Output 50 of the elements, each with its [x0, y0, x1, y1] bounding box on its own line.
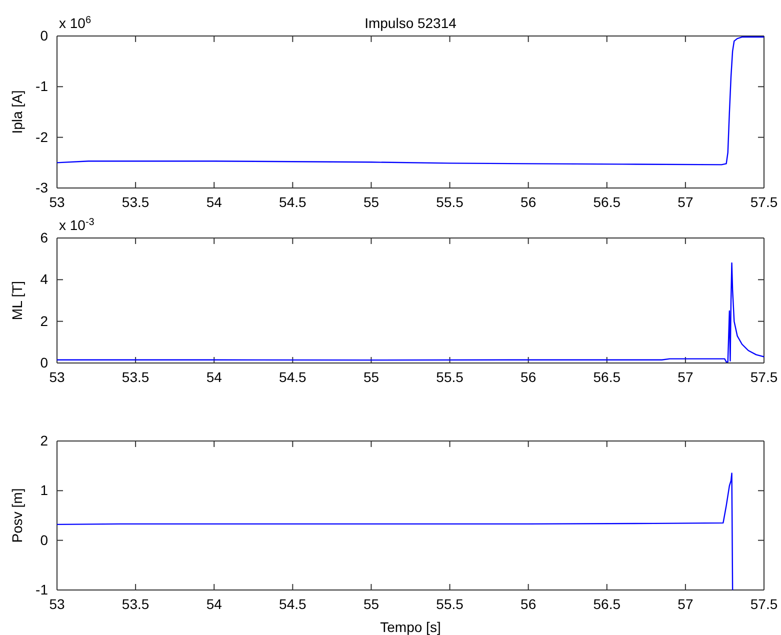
x-tick-label: 55	[363, 368, 380, 385]
x-tick-label: 53.5	[122, 368, 150, 385]
line-series	[56, 472, 734, 591]
y-tick-label: 6	[40, 229, 48, 246]
x-tick-label: 54	[206, 596, 222, 612]
x-axis-title: Tempo [s]	[380, 619, 441, 635]
x-tick-label: 56.5	[593, 368, 621, 385]
y-tick-label: -1	[36, 581, 48, 598]
text: x 10$^{-3}$	[59, 216, 95, 233]
x-tick-label: 56	[520, 194, 536, 210]
y-tick-label: 2	[40, 312, 48, 329]
x-tick-label: 53	[49, 596, 65, 612]
x-tick-label: 57.5	[750, 194, 778, 210]
y-tick-label: 4	[40, 271, 48, 288]
x-tick-label: 57	[678, 194, 694, 210]
x-tick-label: 56	[520, 596, 536, 612]
x-tick-label: 57	[678, 368, 694, 385]
y-axis-title: Posv [m]	[9, 488, 25, 543]
y-tick-label: -1	[36, 78, 48, 94]
y-axis-title: Ipla [A]	[9, 90, 25, 134]
x-tick-label: 56.5	[593, 194, 621, 210]
x-tick-label: 55	[363, 194, 380, 210]
x-tick-label: 54	[206, 368, 222, 385]
x-tick-label: 55.5	[436, 194, 464, 210]
y-tick-label: 2	[40, 432, 48, 448]
x-tick-label: 54.5	[279, 194, 307, 210]
x-tick-label: 56	[520, 368, 536, 385]
x-tick-label: 54	[206, 194, 222, 210]
x-tick-label: 53.5	[122, 596, 150, 612]
x-tick-label: 54.5	[279, 368, 307, 385]
chart-title: Impulso 52314	[364, 15, 457, 31]
x-tick-label: 53	[49, 368, 65, 385]
x-tick-label: 57.5	[750, 596, 778, 612]
x-tick-label: 55.5	[436, 596, 464, 612]
y-tick-label: 0	[40, 532, 48, 548]
x-tick-label: 53	[49, 194, 65, 210]
x-tick-label: 54.5	[279, 596, 307, 612]
y-tick-label: 0	[40, 354, 48, 370]
y-tick-label: -3	[36, 179, 48, 196]
y-axis-title: ML [T]	[9, 280, 25, 320]
x-tick-label: 55	[363, 596, 380, 612]
x-tick-label: 56.5	[593, 596, 621, 612]
x-tick-label: 57.5	[750, 368, 778, 385]
x-tick-label: 55.5	[436, 368, 464, 385]
y-tick-label: 1	[40, 482, 48, 498]
y-tick-label: -2	[36, 128, 48, 145]
text: x 10$^{6}$	[59, 14, 92, 31]
x-tick-label: 57	[678, 596, 694, 612]
x-tick-label: 53.5	[122, 194, 150, 210]
y-tick-label: 0	[40, 27, 48, 44]
